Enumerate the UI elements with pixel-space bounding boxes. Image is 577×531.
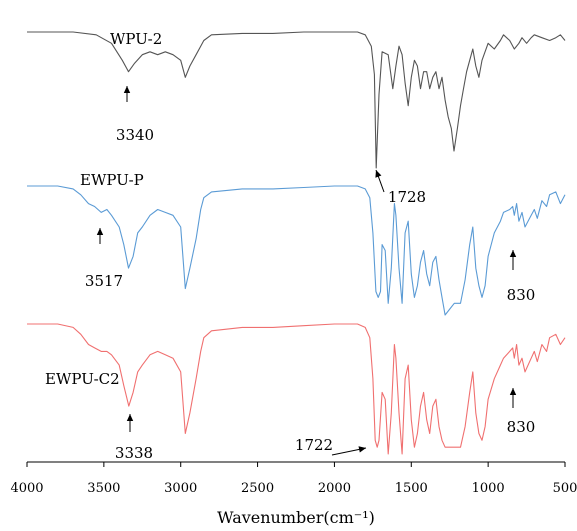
peak-annotation: 3338 [115,444,153,462]
peak-annotation: 1722 [295,436,333,454]
annotation-arrow-head [358,446,366,453]
annotation-arrow-head [375,170,382,178]
peak-annotation: 830 [507,286,536,304]
annotation-arrow-head [96,228,104,235]
peak-annotation: 1728 [388,188,426,206]
axes: 4000 3500 3000 2500 2000 1500 1000 500 Wavenumb… [10,461,577,527]
x-tick-label: 1500 [395,481,428,496]
series-line-ewpu-p [27,185,566,316]
series-names: WPU-2 EWPU-P EWPU-C2 [45,30,162,388]
x-axis-label: Wavenumber(cm⁻¹) [217,508,375,527]
x-tick-label: 4000 [10,481,43,496]
x-tick-label: 3500 [87,481,120,496]
annotation-arrow-head [509,250,517,257]
series-name-label: WPU-2 [110,30,162,48]
peak-annotation: 3517 [85,272,123,290]
x-tick-label: 1000 [472,481,505,496]
annotation-arrow-head [509,388,517,395]
series-line-ewpu-c2 [27,323,566,455]
x-tick-label: 2000 [318,481,351,496]
x-tick-label: 2500 [241,481,274,496]
annotation-arrow-head [126,414,134,421]
peak-annotation: 3340 [116,126,154,144]
annotation-arrow-head [123,86,131,93]
series-group [27,31,566,455]
series-name-label: EWPU-P [80,171,144,189]
x-ticks: 4000 3500 3000 2500 2000 1500 1000 500 [10,462,577,496]
series-line-wpu-2 [27,31,566,169]
peak-annotation: 830 [507,418,536,436]
series-name-label: EWPU-C2 [45,370,120,388]
x-tick-label: 500 [553,481,577,496]
x-tick-label: 3000 [164,481,197,496]
annotations: 3340 1728 3517 830 3338 1722 830 [85,86,535,462]
